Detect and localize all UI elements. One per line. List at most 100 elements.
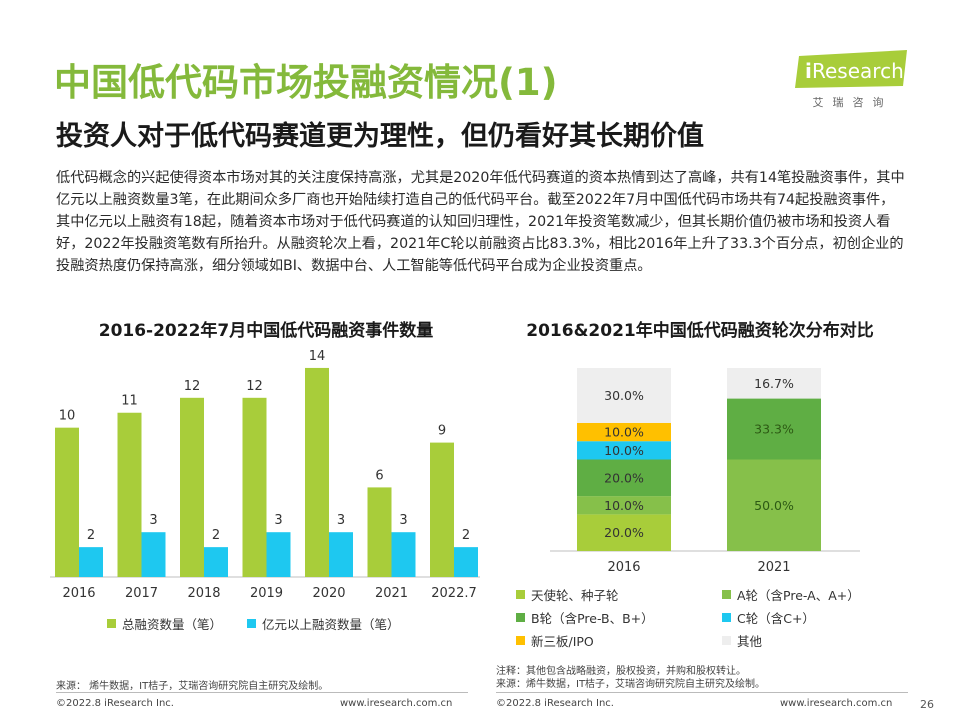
legend-label-other: 其他 <box>737 634 763 649</box>
chart2-data-label: 16.7% <box>754 376 794 391</box>
chart1-x-tick: 2019 <box>250 586 283 601</box>
footer-url-right: www.iresearch.com.cn <box>780 698 893 709</box>
chart1-bar-total <box>430 442 454 577</box>
chart1-bar-total <box>117 412 142 577</box>
chart2-legend-a: A轮（含Pre-A、A+） <box>722 585 860 604</box>
chart1-svg: 10 2 2016 11 3 2017 12 2 2018 12 3 2019 14 3 2020 6 3 202… <box>50 349 480 601</box>
chart1-data-label: 10 <box>59 409 76 424</box>
page-title: 中国低代码市场投融资情况(1) <box>54 61 558 104</box>
logo-badge: i Research <box>795 50 907 88</box>
chart1-data-label: 2 <box>87 528 95 543</box>
legend-swatch-a <box>722 590 731 599</box>
body-paragraph: 低代码概念的兴起使得资本市场对其的关注度保持高涨，尤其是2020年低代码赛道的资… <box>56 170 905 274</box>
chart1-data-label: 12 <box>246 379 263 394</box>
legend-label-ipo: 新三板/IPO <box>531 634 594 649</box>
chart2-legend-ipo: 新三板/IPO <box>516 631 594 650</box>
legend-swatch-ipo <box>516 636 525 645</box>
footer-note-right: 注释：其他包含战略融资，股权投资，并购和股权转让。 <box>496 666 746 677</box>
chart2-svg: 20.0% 10.0% 20.0% 10.0% 10.0% 30.0% 2016 50.0% 3… <box>550 368 860 575</box>
page-number: 26 <box>920 698 934 711</box>
legend-swatch-b <box>516 613 525 622</box>
chart1-title: 2016-2022年7月中国低代码融资事件数量 <box>98 321 434 341</box>
chart2-legend-b: B轮（含Pre-B、B+） <box>516 608 654 627</box>
footer-copyright-left: ©2022.8 iResearch Inc. <box>56 698 174 709</box>
page-subtitle: 投资人对于低代码赛道更为理性，但仍看好其长期价值 <box>56 121 704 152</box>
chart2-segment <box>577 496 671 515</box>
chart2-segment <box>577 441 671 460</box>
logo-i: i <box>805 59 812 83</box>
chart2-x-tick: 2021 <box>757 560 790 575</box>
chart1-bar-large <box>454 547 478 577</box>
chart1-bar-total <box>305 367 329 577</box>
legend-swatch-other <box>722 636 731 645</box>
chart2-data-label: 30.0% <box>604 388 644 403</box>
chart2-data-label: 10.0% <box>604 443 644 458</box>
footer-source-left: 来源： 烯牛数据，IT桔子，艾瑞咨询研究院自主研究及绘制。 <box>56 681 329 692</box>
chart2-segment <box>727 398 821 460</box>
chart1-data-label: 12 <box>184 379 201 394</box>
legend-swatch-total <box>107 619 116 628</box>
chart2-data-label: 33.3% <box>754 422 794 437</box>
chart1-x-tick: 2016 <box>62 586 95 601</box>
footer-copyright-right: ©2022.8 iResearch Inc. <box>496 698 614 709</box>
legend-label-total: 总融资数量（笔） <box>122 617 223 632</box>
chart2-data-label: 10.0% <box>604 425 644 440</box>
chart2-legend-other: 其他 <box>722 631 762 650</box>
chart1-bar-total <box>242 397 267 577</box>
chart1-x-tick: 2021 <box>375 586 408 601</box>
chart1-data-label: 3 <box>337 513 345 528</box>
chart1-legend-total: 总融资数量（笔） <box>107 614 222 633</box>
chart1-bar-total <box>367 487 392 577</box>
chart2-data-label: 50.0% <box>754 498 794 513</box>
legend-swatch-large <box>247 619 256 628</box>
chart2-segment <box>727 459 821 551</box>
chart2-title: 2016&2021年中国低代码融资轮次分布对比 <box>526 321 874 341</box>
chart2-legend-c: C轮（含C+） <box>722 608 815 627</box>
chart1-data-label: 6 <box>375 468 383 483</box>
iresearch-logo: i Research <box>795 50 910 90</box>
legend-label-a: A轮（含Pre-A、A+） <box>737 588 860 603</box>
chart1-legend-large: 亿元以上融资数量（笔） <box>247 614 400 633</box>
chart1-x-tick: 2017 <box>125 586 158 601</box>
chart1-data-label: 11 <box>121 394 138 409</box>
legend-label-large: 亿元以上融资数量（笔） <box>262 617 400 632</box>
footer-divider-left <box>56 692 468 693</box>
logo-wordmark: Research <box>812 59 904 83</box>
legend-label-angel: 天使轮、种子轮 <box>531 588 619 603</box>
chart1-bar-large <box>141 532 166 577</box>
chart2-data-label: 20.0% <box>604 525 644 540</box>
legend-label-c: C轮（含C+） <box>737 611 815 626</box>
chart1-x-tick: 2020 <box>312 586 345 601</box>
chart1-bar-large <box>79 547 103 577</box>
chart1-bar-large <box>266 532 291 577</box>
chart1-data-label: 14 <box>309 349 326 364</box>
legend-swatch-c <box>722 613 731 622</box>
chart2-data-label: 10.0% <box>604 498 644 513</box>
chart1-data-label: 3 <box>274 513 282 528</box>
footer-source-right: 来源：烯牛数据，IT桔子，艾瑞咨询研究院自主研究及绘制。 <box>496 679 766 690</box>
footer-divider-right <box>496 692 908 693</box>
chart2-segment <box>577 459 671 497</box>
chart1-bar-total <box>180 397 204 577</box>
chart1-bar-total <box>55 427 79 577</box>
chart2-segment <box>577 422 671 442</box>
legend-swatch-angel <box>516 590 525 599</box>
legend-label-b: B轮（含Pre-B、B+） <box>531 611 654 626</box>
chart1-data-label: 3 <box>399 513 407 528</box>
chart2-segment <box>577 368 671 423</box>
footer-url-left: www.iresearch.com.cn <box>340 698 453 709</box>
chart1-x-tick: 2022.7 <box>431 586 477 601</box>
chart1-bar-large <box>204 547 228 577</box>
chart1-data-label: 2 <box>212 528 220 543</box>
chart1-bar-large <box>329 532 353 577</box>
chart2-segment <box>577 514 671 551</box>
chart1-data-label: 2 <box>462 528 470 543</box>
chart2-data-label: 20.0% <box>604 470 644 485</box>
chart2-segment <box>727 368 821 399</box>
chart1-data-label: 3 <box>149 513 157 528</box>
chart1-x-tick: 2018 <box>187 586 220 601</box>
chart1-bar-large <box>391 532 416 577</box>
chart1-data-label: 9 <box>438 424 446 439</box>
logo-cn-text: 艾瑞咨询 <box>812 96 893 109</box>
chart2-legend-angel: 天使轮、种子轮 <box>516 585 619 604</box>
